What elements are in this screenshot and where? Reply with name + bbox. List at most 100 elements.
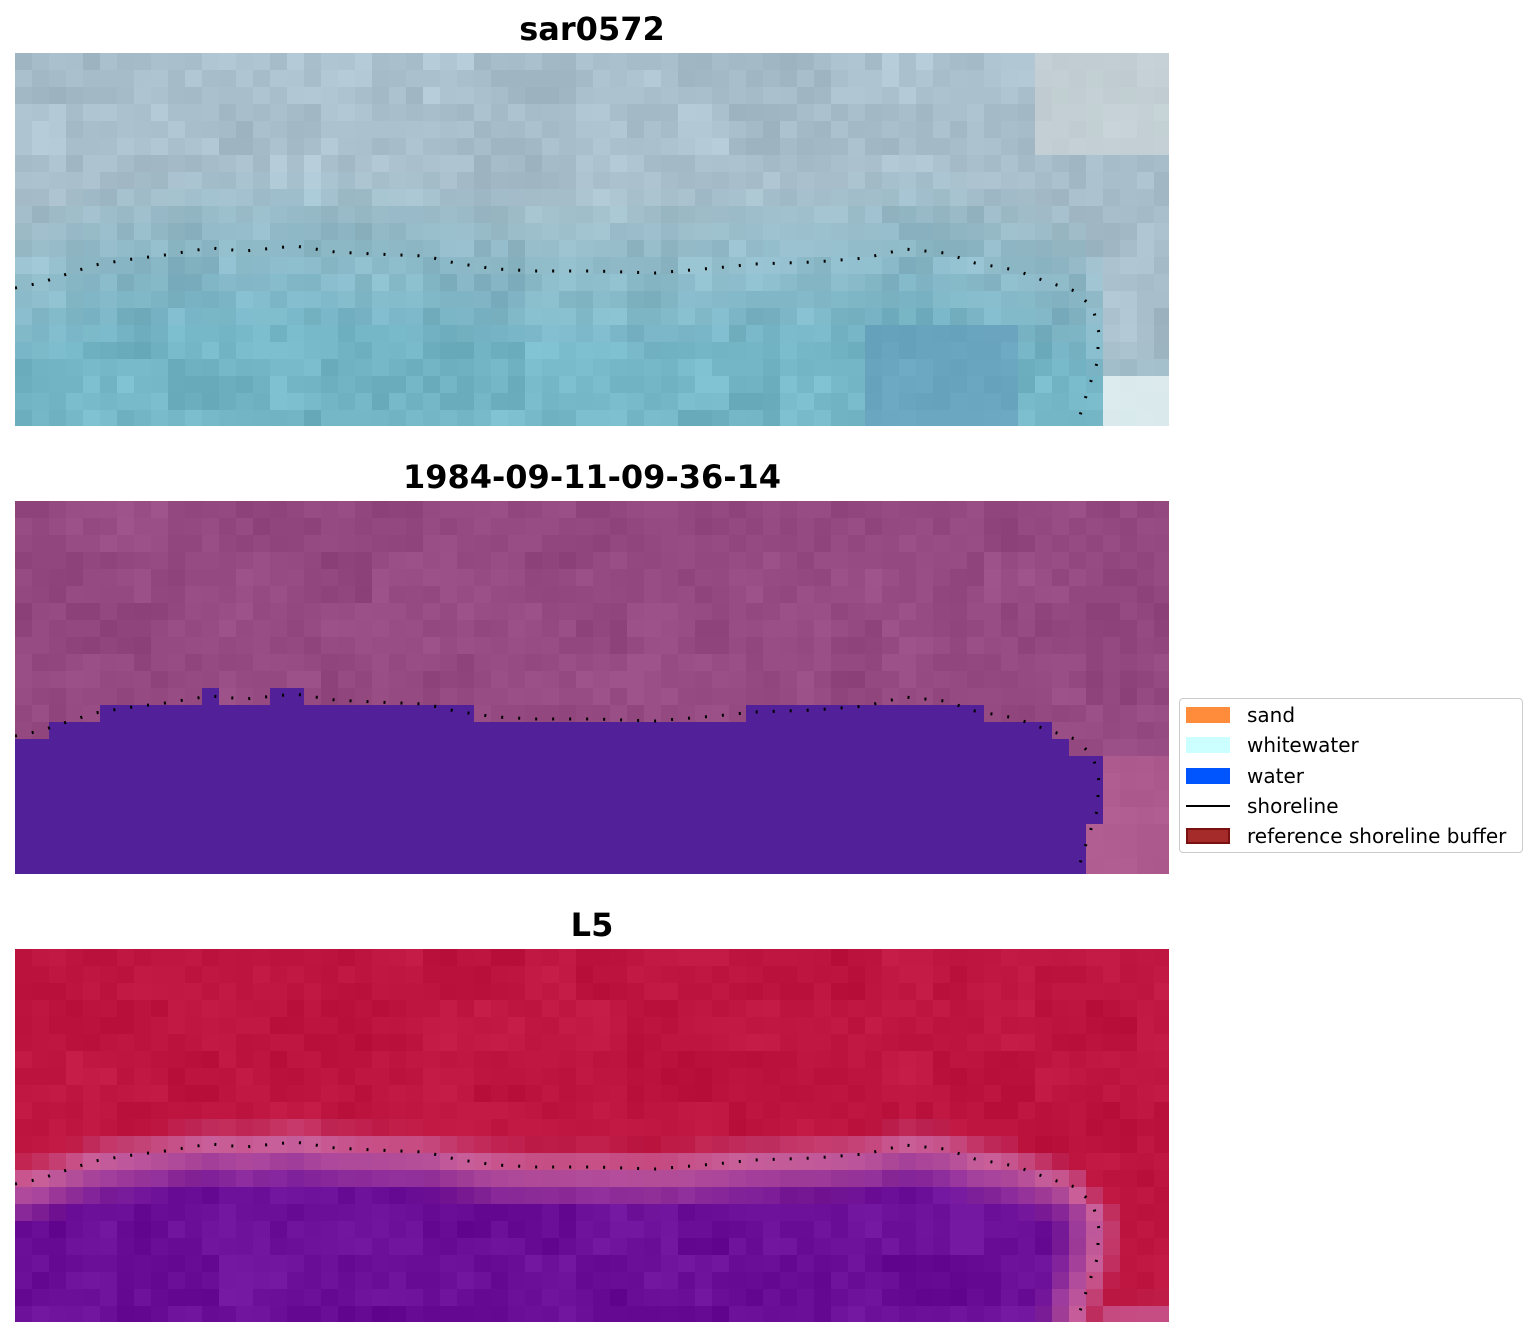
image-pixel <box>304 1068 322 1086</box>
image-pixel <box>865 637 883 655</box>
image-pixel <box>831 1102 849 1120</box>
image-pixel <box>491 983 509 1001</box>
image-pixel <box>1035 586 1053 604</box>
image-pixel <box>1154 603 1169 621</box>
image-pixel <box>678 172 696 190</box>
image-pixel <box>185 172 203 190</box>
image-pixel <box>1035 206 1053 224</box>
image-pixel <box>559 535 577 553</box>
image-pixel <box>865 1119 883 1137</box>
image-pixel <box>1103 1119 1121 1137</box>
image-pixel <box>763 620 781 638</box>
image-pixel <box>49 983 67 1001</box>
image-pixel <box>661 1119 679 1137</box>
image-pixel <box>950 1068 968 1086</box>
image-pixel <box>1103 603 1121 621</box>
image-pixel <box>661 739 679 757</box>
image-pixel <box>32 858 50 874</box>
image-pixel <box>933 53 951 71</box>
image-pixel <box>1137 501 1155 519</box>
image-pixel <box>168 1085 186 1103</box>
image-pixel <box>712 104 730 122</box>
image-pixel <box>525 688 543 706</box>
image-pixel <box>406 983 424 1001</box>
image-pixel <box>134 1085 152 1103</box>
image-pixel <box>253 274 271 292</box>
image-pixel <box>117 121 135 139</box>
image-pixel <box>848 569 866 587</box>
image-pixel <box>559 654 577 672</box>
image-pixel <box>321 121 339 139</box>
image-pixel <box>236 773 254 791</box>
image-pixel <box>219 841 237 859</box>
image-pixel <box>1052 1272 1070 1290</box>
image-pixel <box>474 949 492 967</box>
image-pixel <box>491 1306 509 1322</box>
image-pixel <box>83 858 101 874</box>
image-pixel <box>287 257 305 275</box>
image-pixel <box>576 376 594 394</box>
image-pixel <box>287 1170 305 1188</box>
image-pixel <box>814 518 832 536</box>
image-pixel <box>389 342 407 360</box>
image-pixel <box>865 376 883 394</box>
image-pixel <box>661 671 679 689</box>
image-pixel <box>695 1068 713 1086</box>
image-pixel <box>984 1085 1002 1103</box>
image-panel-rgb <box>15 53 1169 426</box>
image-pixel <box>185 1068 203 1086</box>
image-pixel <box>1137 773 1155 791</box>
image-pixel <box>678 824 696 842</box>
image-pixel <box>933 983 951 1001</box>
image-pixel <box>117 70 135 88</box>
image-pixel <box>355 376 373 394</box>
image-pixel <box>474 308 492 326</box>
image-pixel <box>372 1153 390 1171</box>
image-pixel <box>746 858 764 874</box>
image-pixel <box>763 308 781 326</box>
image-pixel <box>355 966 373 984</box>
image-pixel <box>49 705 67 723</box>
image-pixel <box>1086 1187 1104 1205</box>
image-pixel <box>1035 274 1053 292</box>
image-pixel <box>287 841 305 859</box>
image-pixel <box>151 70 169 88</box>
image-pixel <box>134 121 152 139</box>
image-pixel <box>1069 586 1087 604</box>
image-pixel <box>593 257 611 275</box>
image-pixel <box>15 586 33 604</box>
image-pixel <box>763 552 781 570</box>
image-pixel <box>49 410 67 426</box>
image-pixel <box>236 1272 254 1290</box>
image-pixel <box>372 138 390 156</box>
image-pixel <box>1086 53 1104 71</box>
image-pixel <box>202 104 220 122</box>
image-pixel <box>933 223 951 241</box>
image-pixel <box>236 1136 254 1154</box>
image-pixel <box>644 807 662 825</box>
image-pixel <box>899 739 917 757</box>
image-pixel <box>610 393 628 411</box>
image-pixel <box>967 1170 985 1188</box>
image-pixel <box>508 858 526 874</box>
image-pixel <box>712 637 730 655</box>
image-pixel <box>253 1153 271 1171</box>
image-pixel <box>15 393 33 411</box>
image-pixel <box>627 1000 645 1018</box>
image-pixel <box>117 1255 135 1273</box>
image-pixel <box>865 240 883 258</box>
image-pixel <box>253 824 271 842</box>
image-pixel <box>525 1017 543 1035</box>
image-pixel <box>372 654 390 672</box>
image-pixel <box>627 359 645 377</box>
image-pixel <box>474 1085 492 1103</box>
image-pixel <box>831 1272 849 1290</box>
image-pixel <box>389 671 407 689</box>
image-pixel <box>678 620 696 638</box>
image-pixel <box>66 1136 84 1154</box>
image-pixel <box>593 1272 611 1290</box>
image-pixel <box>287 1017 305 1035</box>
image-pixel <box>695 1255 713 1273</box>
image-pixel <box>474 1187 492 1205</box>
image-pixel <box>1052 155 1070 173</box>
